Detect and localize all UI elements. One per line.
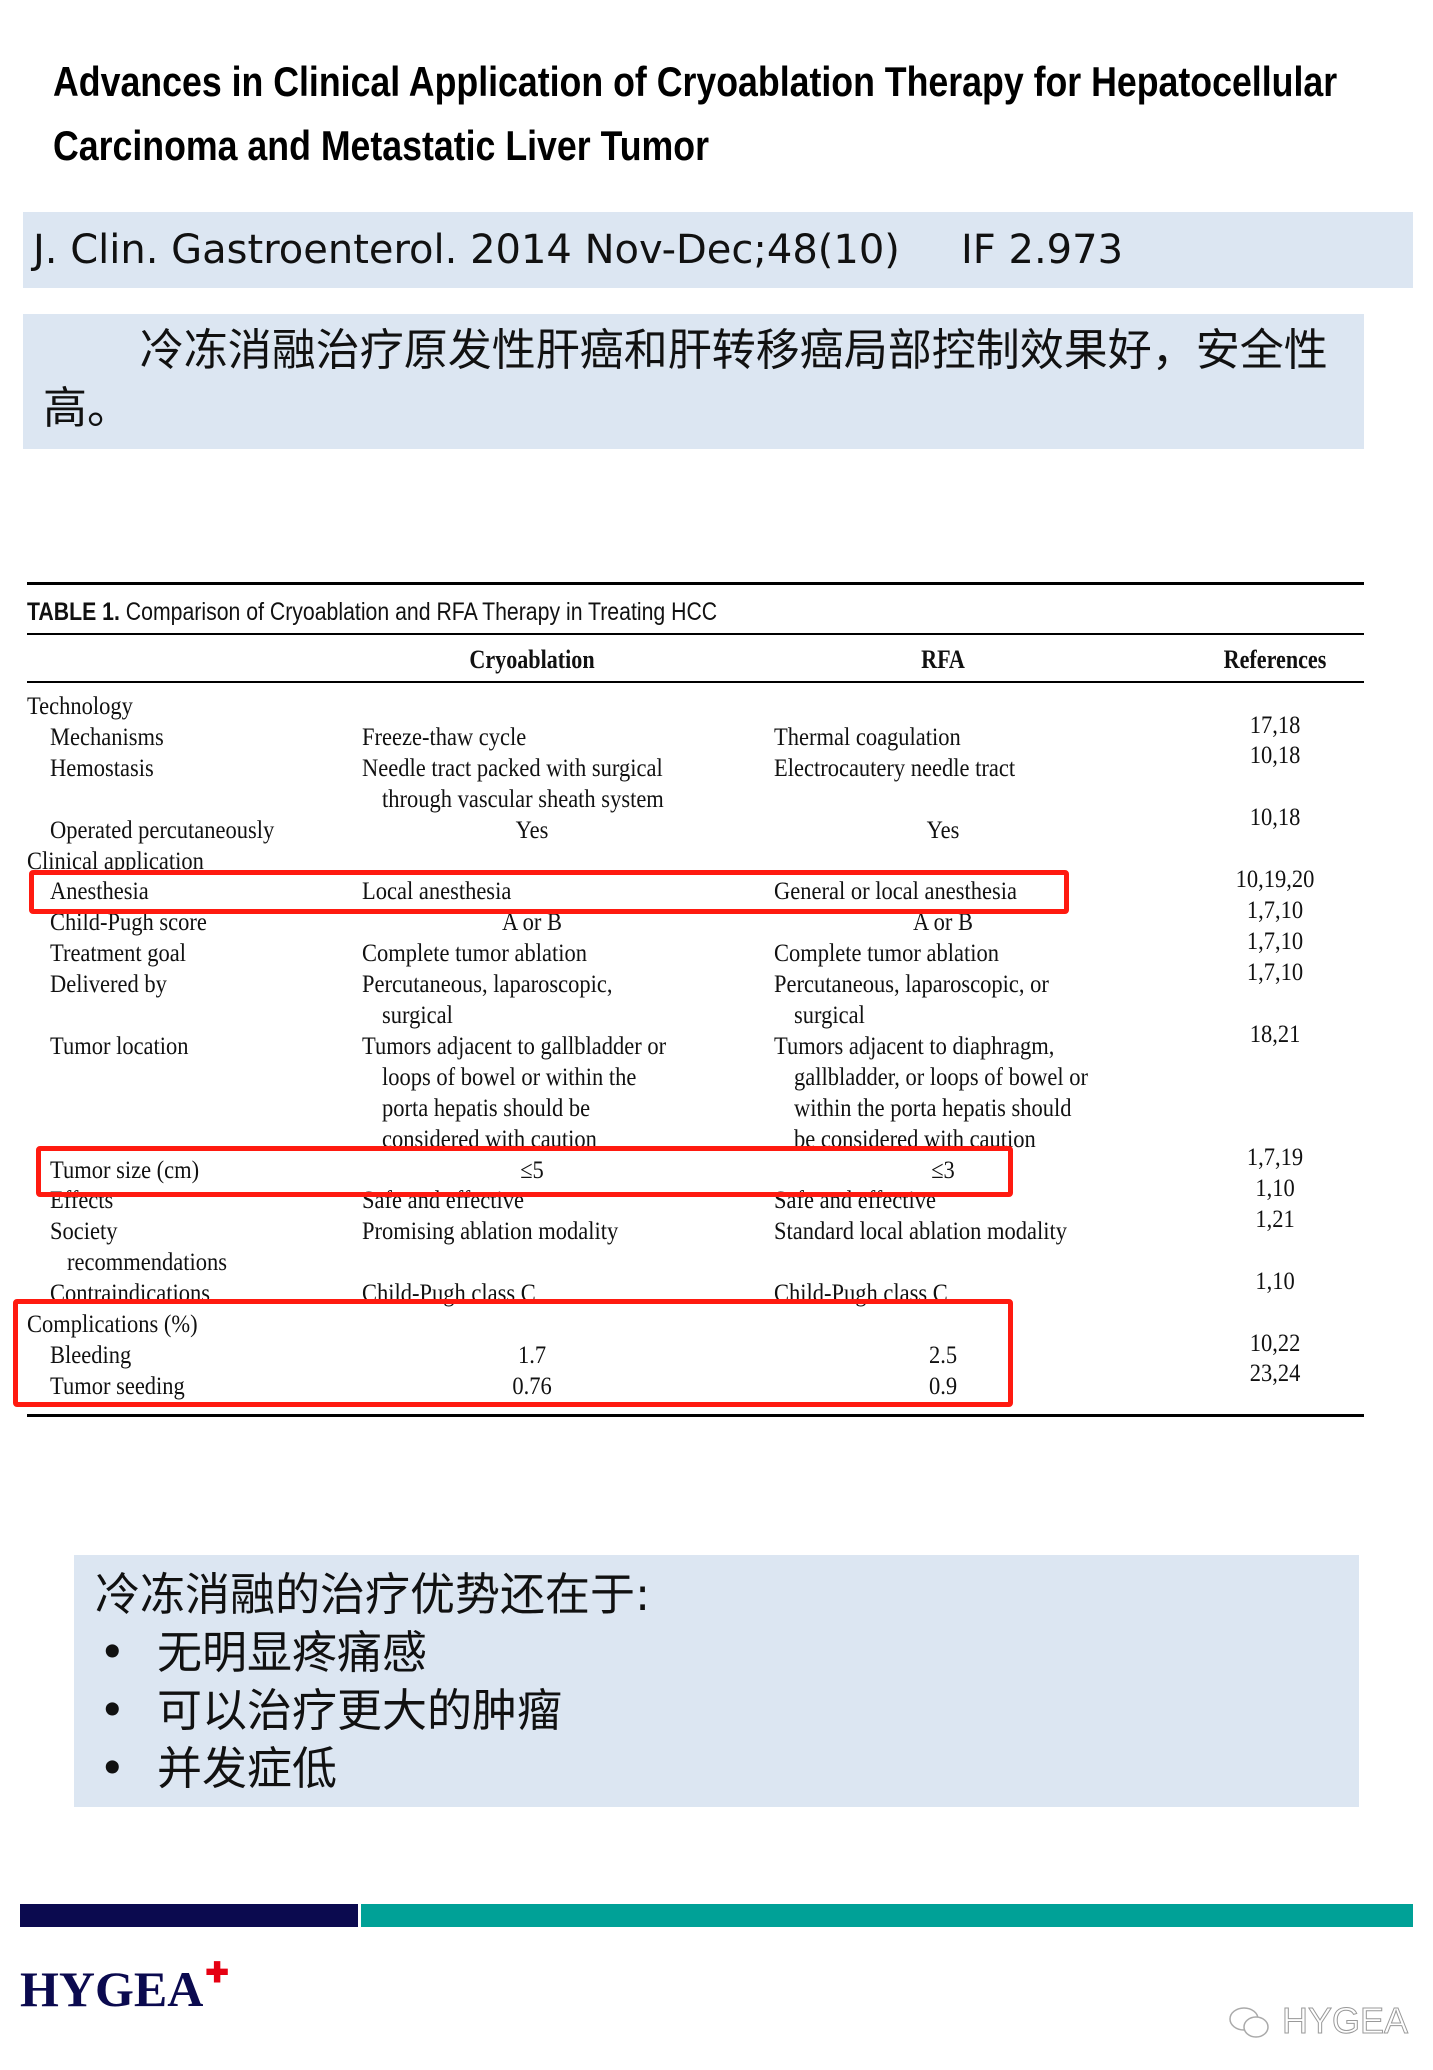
- rfa-cell: Standard local ablation modality: [774, 1218, 1068, 1246]
- rfa-cell: 2.5: [928, 1341, 958, 1369]
- table-bottom-rule: [27, 1414, 1364, 1417]
- footer-bar-teal: [361, 1904, 1413, 1927]
- row-label: Complications (%): [27, 1311, 198, 1338]
- rfa-cell: surgical: [794, 1002, 865, 1029]
- advantage-item: 可以治疗更大的肿瘤: [157, 1684, 563, 1737]
- cryoablation-cell: Yes: [515, 816, 549, 844]
- rfa-cell: Yes: [926, 816, 960, 844]
- header-rfa: RFA: [921, 645, 965, 674]
- caption-label: TABLE 1.: [27, 598, 120, 626]
- cryoablation-cell: 0.76: [512, 1372, 552, 1400]
- red-cross-icon: ✚: [205, 1958, 229, 1989]
- reference-cell: 1,21: [1255, 1205, 1295, 1233]
- table-top-rule: [27, 582, 1364, 585]
- reference-cell: 17,18: [1249, 711, 1301, 739]
- page-title: Advances in Clinical Application of Cryo…: [53, 58, 1338, 169]
- reference-cell: 10,22: [1249, 1329, 1301, 1357]
- cryoablation-cell: Needle tract packed with surgical: [362, 754, 663, 782]
- row-label: Delivered by: [50, 971, 167, 999]
- row-label: Mechanisms: [50, 723, 164, 751]
- cryoablation-cell: Complete tumor ablation: [362, 940, 587, 968]
- cryoablation-cell: Safe and effective: [362, 1187, 524, 1215]
- cryoablation-cell: Local anesthesia: [362, 878, 512, 906]
- highlight-tumor-size: [36, 1146, 1013, 1197]
- rfa-cell: gallbladder, or loops of bowel or: [794, 1063, 1089, 1091]
- advantages-heading: 冷冻消融的治疗优势还在于:: [95, 1568, 651, 1621]
- row-label: Operated percutaneously: [50, 816, 275, 844]
- rfa-cell: Thermal coagulation: [774, 723, 961, 751]
- rfa-cell: Safe and effective: [774, 1187, 936, 1215]
- rfa-cell: Tumors adjacent to diaphragm,: [774, 1032, 1055, 1060]
- rfa-cell: Complete tumor ablation: [774, 940, 999, 968]
- reference-cell: 10,18: [1249, 804, 1301, 832]
- highlight-complications: [13, 1299, 1013, 1407]
- reference-cell: 18,21: [1249, 1020, 1301, 1048]
- row-label: Tumor seeding: [50, 1372, 185, 1400]
- cryoablation-cell: Percutaneous, laparoscopic,: [362, 971, 613, 999]
- row-label: Anesthesia: [50, 878, 149, 906]
- rfa-cell: 0.9: [928, 1372, 958, 1400]
- bullet: •: [99, 1742, 126, 1795]
- journal-banner: J. Clin. Gastroenterol. 2014 Nov-Dec;48(…: [23, 212, 1413, 288]
- cryoablation-cell: Tumors adjacent to gallbladder or: [362, 1032, 667, 1060]
- advantage-item: 并发症低: [157, 1742, 338, 1795]
- impact-factor: IF 2.973: [961, 227, 1124, 273]
- reference-cell: 1,7,10: [1246, 927, 1304, 955]
- bullet: •: [99, 1684, 126, 1737]
- rfa-cell: General or local anesthesia: [774, 878, 1018, 906]
- row-label: Effects: [50, 1187, 114, 1215]
- wechat-icon: [1229, 2007, 1269, 2038]
- table-caption: TABLE 1. Comparison of Cryoablation and …: [27, 598, 717, 627]
- row-label: Tumor size (cm): [50, 1156, 200, 1184]
- cryoablation-cell: ≤5: [520, 1156, 544, 1184]
- header-cryoablation: Cryoablation: [469, 645, 595, 674]
- caption-text: Comparison of Cryoablation and RFA Thera…: [125, 598, 718, 626]
- cryoablation-cell: Promising ablation modality: [362, 1218, 619, 1246]
- reference-cell: 23,24: [1249, 1360, 1301, 1388]
- reference-cell: 10,18: [1249, 742, 1301, 770]
- header-rule: [27, 681, 1364, 683]
- advantages-box: 冷冻消融的治疗优势还在于: • 无明显疼痛感 • 可以治疗更大的肿瘤 • 并发症…: [74, 1555, 1359, 1807]
- summary-text: 冷冻消融治疗原发性肝癌和肝转移癌局部控制效果好，安全性高。: [43, 325, 1328, 434]
- row-label: Hemostasis: [50, 754, 154, 782]
- reference-cell: 1,7,10: [1246, 958, 1304, 986]
- header-references: References: [1223, 645, 1327, 674]
- row-label: Treatment goal: [50, 940, 187, 968]
- logo-text: HYGEA: [20, 1961, 204, 2017]
- row-label: Technology: [27, 693, 133, 720]
- row-label: Tumor location: [50, 1032, 189, 1060]
- bullet: •: [99, 1626, 126, 1679]
- reference-cell: 1,7,10: [1246, 896, 1304, 924]
- cryoablation-cell: porta hepatis should be: [382, 1094, 591, 1122]
- rfa-cell: Percutaneous, laparoscopic, or: [774, 971, 1049, 999]
- cryoablation-cell: through vascular sheath system: [382, 785, 664, 813]
- reference-cell: 1,10: [1255, 1267, 1295, 1295]
- summary-box: 冷冻消融治疗原发性肝癌和肝转移癌局部控制效果好，安全性高。: [23, 314, 1364, 449]
- reference-cell: 1,10: [1255, 1175, 1295, 1203]
- reference-cell: 1,7,19: [1246, 1144, 1304, 1172]
- cryoablation-cell: surgical: [382, 1002, 453, 1029]
- row-label: Bleeding: [50, 1341, 132, 1369]
- reference-cell: 10,19,20: [1235, 866, 1315, 894]
- footer-bar-navy: [20, 1904, 358, 1927]
- rfa-cell: within the porta hepatis should: [794, 1094, 1072, 1122]
- journal-citation: J. Clin. Gastroenterol. 2014 Nov-Dec;48(…: [33, 227, 900, 273]
- rfa-cell: Electrocautery needle tract: [774, 754, 1016, 782]
- highlight-anesthesia: [29, 870, 1069, 914]
- row-label: recommendations: [67, 1249, 227, 1277]
- row-label: Society: [50, 1218, 118, 1246]
- watermark: HYGEA: [1281, 2000, 1409, 2042]
- cryoablation-cell: loops of bowel or within the: [382, 1063, 637, 1091]
- rfa-cell: ≤3: [931, 1156, 955, 1184]
- cryoablation-cell: Freeze-thaw cycle: [362, 723, 527, 751]
- advantage-item: 无明显疼痛感: [157, 1626, 428, 1679]
- hygea-logo: HYGEA✚: [20, 1960, 229, 2018]
- cryoablation-cell: 1.7: [517, 1341, 547, 1369]
- caption-rule: [27, 633, 1364, 635]
